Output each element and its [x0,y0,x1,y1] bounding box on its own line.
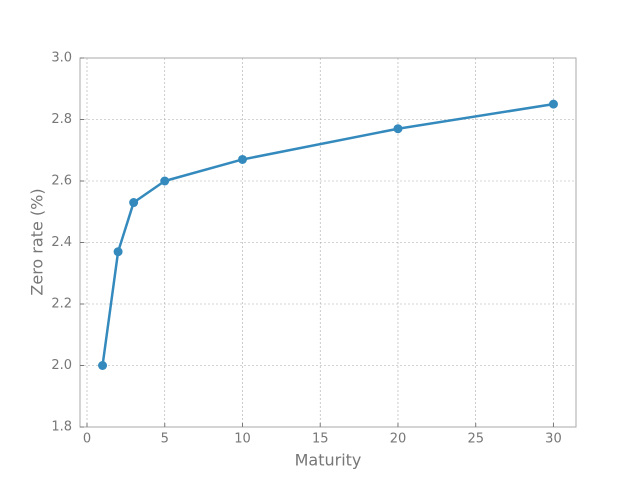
y-tick-label: 2.2 [51,297,72,312]
data-point [548,99,558,109]
y-tick-label: 1.8 [51,420,72,435]
x-tick-label: 0 [83,432,91,447]
x-axis-label: Maturity [295,451,362,470]
x-tick-label: 10 [234,432,251,447]
data-point [113,247,123,257]
y-tick-label: 2.4 [51,235,72,250]
x-tick-label: 25 [467,432,484,447]
data-point [237,154,247,164]
x-tick-label: 5 [161,432,169,447]
x-tick-label: 20 [390,432,407,447]
y-tick-label: 3.0 [51,51,72,66]
x-tick-label: 15 [312,432,329,447]
data-point [160,176,170,186]
y-tick-label: 2.8 [51,112,72,127]
data-point [393,124,403,134]
data-point [129,198,139,208]
y-axis-label: Zero rate (%) [28,188,47,295]
y-tick-label: 2.6 [51,174,72,189]
data-point [98,361,108,370]
x-tick-label: 30 [545,432,562,447]
y-tick-label: 2.0 [51,358,72,373]
